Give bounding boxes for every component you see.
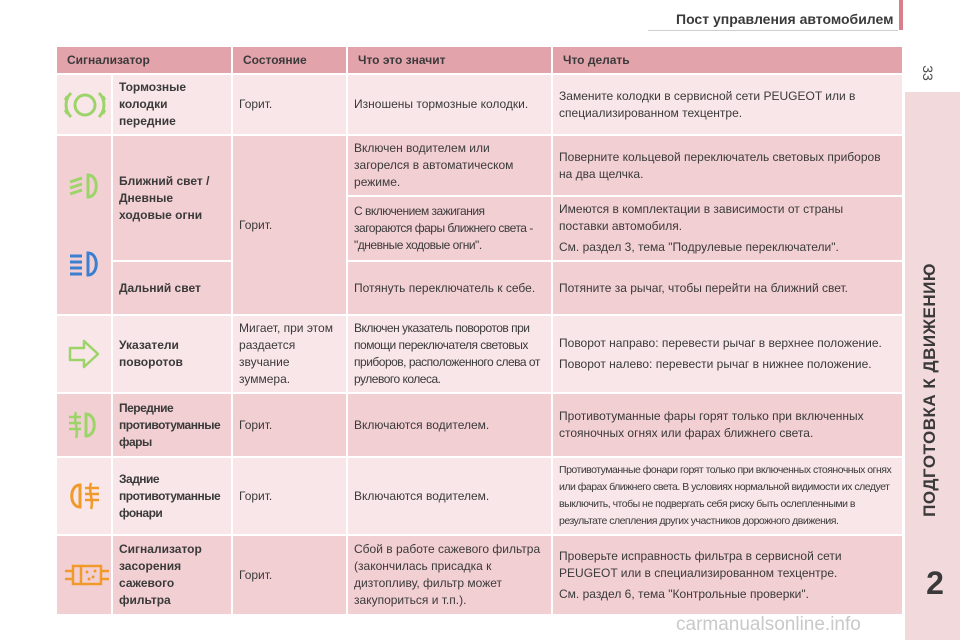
indicator-name: Дальний свет bbox=[112, 261, 234, 316]
spacer bbox=[559, 582, 896, 586]
indicator-name: Задние противотуманные фонари bbox=[112, 457, 234, 536]
state-cell: Мигает, при этом раздается звучание зумм… bbox=[232, 315, 349, 394]
indicator-name: Указатели поворотов bbox=[112, 315, 234, 394]
table-row: Задние противотуманные фонари Горит. Вкл… bbox=[57, 457, 905, 536]
action-line: См. раздел 6, тема "Контрольные проверки… bbox=[559, 586, 809, 601]
turn-signal-arrow-icon bbox=[68, 339, 100, 369]
header-indicator: Сигнализатор bbox=[57, 47, 234, 75]
meaning-cell: Включаются водителем. bbox=[347, 393, 554, 458]
action-line: Проверьте исправность фильтра в сервисно… bbox=[559, 548, 842, 580]
state-cell: Горит. bbox=[232, 457, 349, 536]
rear-fog-light-icon bbox=[70, 482, 99, 510]
table-row: Тормозные колодки передние Горит. Изноше… bbox=[57, 74, 905, 136]
header-rule bbox=[648, 30, 898, 31]
particulate-filter-clogged-icon bbox=[65, 564, 109, 586]
front-fog-light-icon bbox=[69, 411, 96, 439]
action-cell: Поворот направо: перевести рычаг в верхн… bbox=[552, 315, 905, 394]
indicator-name: Ближний свет / Дневные ходовые огни bbox=[112, 135, 234, 262]
header-meaning: Что это значит bbox=[347, 47, 554, 75]
action-cell: Потяните за рычаг, чтобы перейти на ближ… bbox=[552, 261, 905, 316]
rear-fog-icon-cell bbox=[57, 457, 113, 536]
chapter-side-panel bbox=[905, 92, 960, 640]
action-cell: Поверните кольцевой переключатель светов… bbox=[552, 135, 905, 197]
meaning-cell: С включением зажигания загораются фары б… bbox=[347, 196, 554, 262]
chapter-number: 2 bbox=[926, 565, 944, 601]
meaning-cell: Включен указатель поворотов при помощи п… bbox=[347, 315, 554, 394]
brake-pad-wear-icon bbox=[63, 91, 107, 118]
state-cell: Горит. bbox=[232, 535, 349, 616]
low-beam-headlight-icon bbox=[69, 173, 98, 199]
table-row: Ближний свет / Дневные ходовые огни Гори… bbox=[57, 135, 905, 316]
action-line: См. раздел 3, тема "Подрулевые переключа… bbox=[559, 240, 839, 254]
state-cell: Горит. bbox=[232, 393, 349, 458]
table-row: Передние противотуманные фары Горит. Вкл… bbox=[57, 393, 905, 458]
action-line: Поворот направо: перевести рычаг в верхн… bbox=[559, 336, 882, 350]
indicator-name: Тормозные колодки передние bbox=[112, 74, 234, 136]
table-row: Дальний свет Потянуть переключатель к се… bbox=[57, 261, 905, 316]
meaning-cell: Сбой в работе сажевого фильтра (закончил… bbox=[347, 535, 554, 616]
table-header-row: Сигнализатор Состояние Что это значит Чт… bbox=[57, 47, 905, 75]
action-cell: Имеются в комплектации в зависимости от … bbox=[552, 196, 905, 262]
front-fog-icon-cell bbox=[57, 393, 113, 458]
action-cell: Замените колодки в сервисной сети PEUGEO… bbox=[552, 74, 905, 136]
indicator-name: Сигнализатор засорения сажевого фильтра bbox=[112, 535, 234, 616]
spacer bbox=[559, 352, 896, 356]
filter-icon-cell bbox=[57, 535, 113, 616]
table-row: Указатели поворотов Мигает, при этом раз… bbox=[57, 315, 905, 394]
header-action: Что делать bbox=[552, 47, 905, 75]
warning-lights-table: Сигнализатор Состояние Что это значит Чт… bbox=[57, 47, 905, 616]
state-cell: Горит. bbox=[232, 74, 349, 136]
high-beam-headlight-icon bbox=[70, 251, 98, 277]
indicator-name: Передние противотуманные фары bbox=[112, 393, 234, 458]
action-line: Поворот налево: перевести рычаг в нижнее… bbox=[559, 357, 872, 371]
meaning-cell: Включен водителем или загорелся в автома… bbox=[347, 135, 554, 197]
table-row: Сигнализатор засорения сажевого фильтра … bbox=[57, 535, 905, 616]
page-number: 33 bbox=[920, 65, 936, 81]
header-accent-bar bbox=[899, 0, 903, 30]
headlight-icons-cell bbox=[57, 135, 113, 316]
action-cell: Противотуманные фары горят только при вк… bbox=[552, 393, 905, 458]
header-state: Состояние bbox=[232, 47, 349, 75]
page-header-title: Пост управления автомобилем bbox=[676, 11, 894, 27]
chapter-title: ПОДГОТОВКА К ДВИЖЕНИЮ bbox=[920, 263, 939, 517]
state-cell: Горит. bbox=[232, 135, 349, 316]
meaning-cell: Изношены тормозные колодки. bbox=[347, 74, 554, 136]
turn-icon-cell bbox=[57, 315, 113, 394]
brake-icon-cell bbox=[57, 74, 113, 136]
action-line: Имеются в комплектации в зависимости от … bbox=[559, 202, 844, 233]
watermark: carmanualsonline.info bbox=[676, 614, 861, 635]
meaning-cell: Включаются водителем. bbox=[347, 457, 554, 536]
spacer bbox=[559, 235, 896, 239]
table-row: С включением зажигания загораются фары б… bbox=[57, 196, 905, 262]
meaning-cell: Потянуть переключатель к себе. bbox=[347, 261, 554, 316]
action-cell: Противотуманные фонари горят только при … bbox=[552, 457, 905, 536]
action-cell: Проверьте исправность фильтра в сервисно… bbox=[552, 535, 905, 616]
